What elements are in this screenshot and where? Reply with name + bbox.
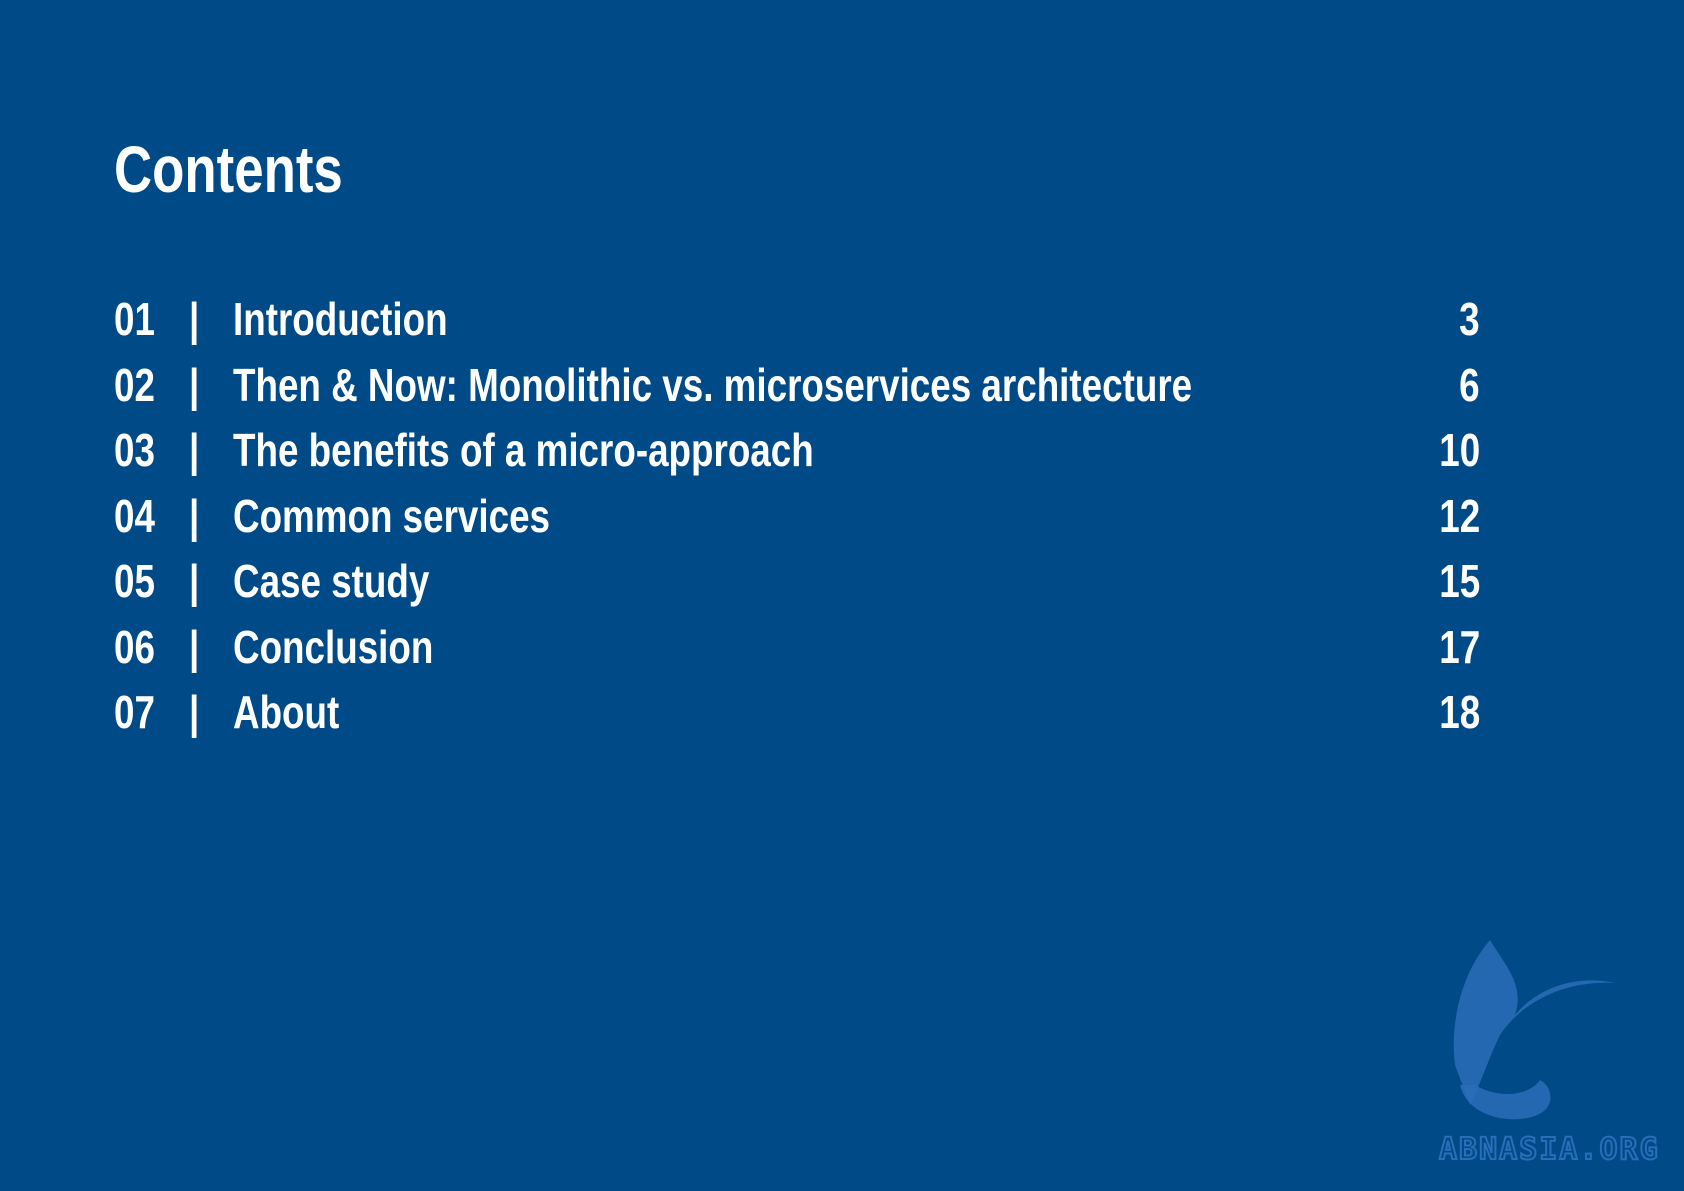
item-page: 3 bbox=[1459, 293, 1480, 345]
item-label: Conclusion bbox=[233, 620, 434, 673]
separator: | bbox=[189, 424, 200, 476]
separator: | bbox=[189, 489, 200, 542]
item-label: Then & Now: Monolithic vs. microservices… bbox=[233, 358, 1193, 411]
separator: | bbox=[189, 620, 200, 673]
item-number: 05 bbox=[114, 555, 155, 607]
item-page: 6 bbox=[1459, 358, 1480, 411]
separator: | bbox=[189, 686, 200, 738]
logo bbox=[1453, 940, 1615, 1120]
item-label: About bbox=[233, 686, 340, 738]
item-label: Introduction bbox=[233, 293, 448, 345]
item-number: 01 bbox=[114, 293, 155, 345]
separator: | bbox=[189, 555, 200, 607]
item-page: 17 bbox=[1439, 620, 1480, 673]
item-number: 03 bbox=[114, 424, 155, 476]
separator: | bbox=[189, 293, 200, 345]
item-number: 02 bbox=[114, 358, 155, 411]
separator: | bbox=[189, 358, 200, 411]
item-number: 06 bbox=[114, 620, 155, 673]
item-page: 10 bbox=[1439, 424, 1480, 476]
item-label: Common services bbox=[233, 489, 551, 542]
watermark: ABNASIA.ORG bbox=[1438, 1131, 1660, 1168]
item-label: Case study bbox=[233, 555, 430, 607]
item-number: 04 bbox=[114, 489, 155, 542]
item-page: 18 bbox=[1439, 686, 1480, 738]
item-number: 07 bbox=[114, 686, 155, 738]
title: Contents bbox=[114, 132, 343, 206]
item-page: 15 bbox=[1439, 555, 1480, 607]
item-page: 12 bbox=[1439, 489, 1480, 542]
item-label: The benefits of a micro-approach bbox=[233, 424, 814, 476]
